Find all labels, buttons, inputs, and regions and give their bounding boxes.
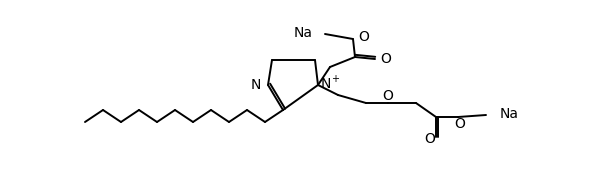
Text: O: O: [455, 117, 465, 131]
Text: O: O: [380, 52, 391, 66]
Text: Na: Na: [500, 107, 519, 121]
Text: O: O: [424, 132, 436, 146]
Text: N: N: [321, 77, 331, 91]
Text: N: N: [251, 78, 261, 92]
Text: O: O: [383, 89, 393, 103]
Text: O: O: [358, 30, 369, 44]
Text: Na: Na: [294, 26, 313, 40]
Text: +: +: [331, 74, 339, 84]
